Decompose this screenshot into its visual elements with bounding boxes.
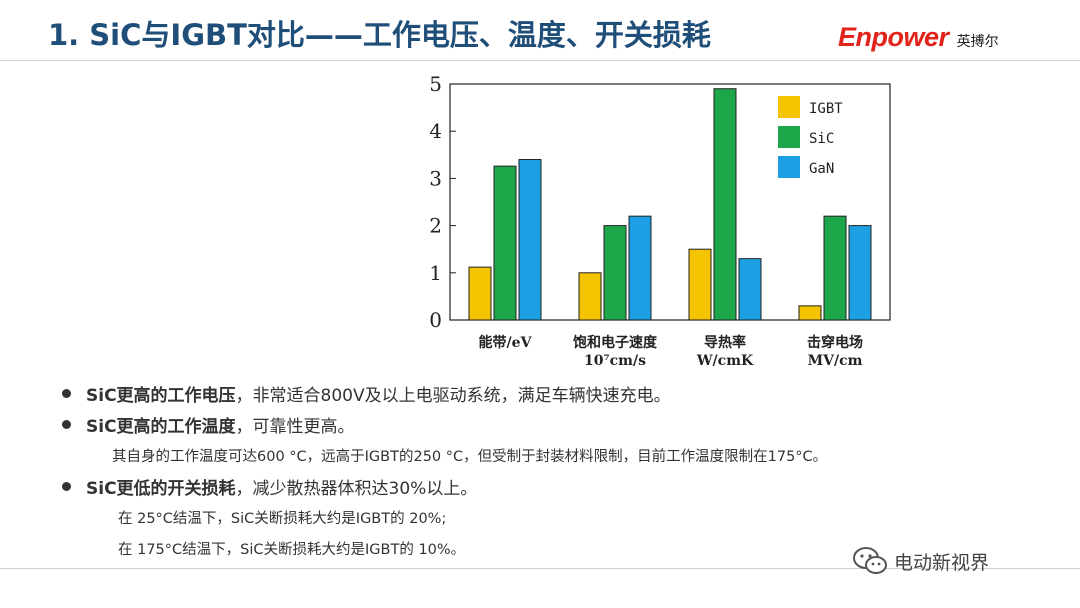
- bullet-subtext: 在 25°C结温下，SiC关断损耗大约是IGBT的 20%;: [118, 511, 447, 527]
- bar-igbt: [688, 248, 712, 321]
- bar-igbt: [798, 305, 822, 321]
- legend-swatch-gan: [778, 156, 800, 178]
- bar-sic: [603, 225, 627, 321]
- bar-chart: 0 1 2 3 4 5 能带/eV 饱和电子速度 10⁷cm/s 导热率 W/cmK 击穿电场 MV/c…: [429, 72, 891, 369]
- bullet-item: SiC更低的开关损耗 ，减少散热器体积达30%以上。: [62, 471, 1022, 502]
- header-divider: [0, 60, 1080, 61]
- x-tick-label: 能带/eV: [479, 334, 533, 351]
- bar-sic: [713, 88, 737, 321]
- bar-gan: [518, 159, 542, 321]
- wechat-icon: [853, 547, 887, 574]
- bar-gan: [848, 225, 872, 321]
- logo-chinese-name: 英搏尔: [956, 34, 999, 50]
- y-tick-label: 1: [429, 261, 442, 285]
- x-tick-label: 10⁷cm/s: [584, 353, 646, 369]
- bar-sic: [823, 215, 847, 321]
- bar-igbt: [578, 272, 602, 321]
- bullet-subtext: 其自身的工作温度可达600 °C，远高于IGBT的250 °C，但受制于封装材料…: [112, 449, 828, 465]
- bullet-highlight: SiC更高的工作电压: [86, 386, 236, 406]
- x-tick-label: 导热率: [704, 334, 746, 351]
- y-tick-label: 0: [429, 308, 442, 332]
- x-tick-label: W/cmK: [696, 353, 754, 369]
- logo-wordmark: Enpower: [838, 22, 949, 52]
- plot-frame: [449, 83, 891, 321]
- wechat-watermark: 电动新视界: [852, 546, 989, 576]
- bar-gan: [628, 215, 652, 321]
- bullet-text: ，减少散热器体积达30%以上。: [235, 479, 478, 499]
- bullet-subtext: 在 175°C结温下，SiC关断损耗大约是IGBT的 10%。: [118, 542, 466, 558]
- y-tick-label: 4: [429, 119, 442, 143]
- legend-label: IGBT: [809, 101, 843, 117]
- bullet-list: SiC更高的工作电压 ，非常适合800V及以上电驱动系统，满足车辆快速充电。 Si…: [62, 378, 1022, 564]
- footer-divider: [0, 568, 1080, 569]
- y-tick-label: 5: [429, 72, 442, 96]
- bar-sic: [493, 165, 517, 321]
- bullet-dot: [62, 420, 71, 429]
- x-tick-label: MV/cm: [808, 353, 863, 369]
- bar-igbt: [468, 266, 492, 321]
- y-tick-label: 2: [429, 214, 442, 238]
- bullet-text: ，非常适合800V及以上电驱动系统，满足车辆快速充电。: [235, 386, 671, 406]
- bullet-item: SiC更高的工作电压 ，非常适合800V及以上电驱动系统，满足车辆快速充电。: [62, 378, 1022, 409]
- legend-label: GaN: [809, 161, 834, 177]
- legend-label: SiC: [809, 131, 834, 147]
- bullet-highlight: SiC更高的工作温度: [86, 417, 236, 437]
- legend-swatch-igbt: [778, 96, 800, 118]
- bullet-dot: [62, 482, 71, 491]
- y-tick-label: 3: [429, 166, 442, 190]
- bullet-highlight: SiC更低的开关损耗: [86, 479, 236, 499]
- x-tick-label: 饱和电子速度: [573, 334, 658, 351]
- page-title: 1. SiC与IGBT对比——工作电压、温度、开关损耗: [48, 18, 711, 52]
- bullet-text: ，可靠性更高。: [235, 417, 355, 437]
- bar-gan: [738, 258, 762, 321]
- bullet-dot: [62, 389, 71, 398]
- wechat-account-name: 电动新视界: [894, 551, 990, 574]
- legend-swatch-sic: [778, 126, 800, 148]
- company-logo: Enpower 英搏尔: [838, 22, 999, 53]
- x-tick-label: 击穿电场: [807, 334, 863, 351]
- bullet-item: SiC更高的工作温度 ，可靠性更高。: [62, 409, 1022, 440]
